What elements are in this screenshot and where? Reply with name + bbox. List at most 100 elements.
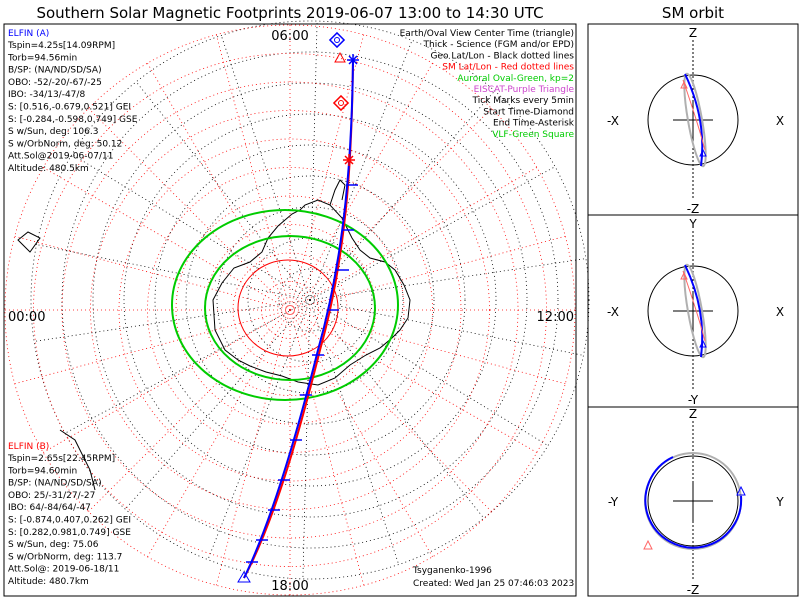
orbit-probe-b-segment xyxy=(682,270,706,342)
probe-b-info-line: S w/OrbNorm, deg: 113.7 xyxy=(8,552,122,562)
auroral-ovals xyxy=(171,209,399,401)
geo-lon-line xyxy=(309,39,413,301)
probe-a-end-asterisk xyxy=(347,54,359,66)
probe-a-start-diamond xyxy=(328,31,346,49)
probe-a-info-line: S w/OrbNorm, deg: 50.12 xyxy=(8,139,122,149)
main-plot-frame xyxy=(3,23,577,597)
legend: Earth/Oval View Center Time (triangle)Th… xyxy=(400,29,575,140)
geo-lat-circle xyxy=(30,20,590,580)
track-tick-marks xyxy=(246,184,358,563)
geo-lon-line xyxy=(309,299,585,357)
legend-item: End Time-Asterisk xyxy=(493,119,575,129)
legend-item: Thick - Science (FGM and/or EPD) xyxy=(423,40,574,50)
sm-lon-line xyxy=(42,167,291,311)
sm-lat-circle xyxy=(118,138,462,482)
axis-label-right: X xyxy=(776,305,784,319)
sm-lat-circle xyxy=(175,195,405,425)
legend-item: VLF-Green Square xyxy=(492,130,574,140)
legend-item: Start Time-Diamond xyxy=(483,107,574,117)
antarctica-outline xyxy=(17,179,411,491)
geo-lon-line xyxy=(207,299,311,561)
figure-title: Southern Solar Magnetic Footprints 2019-… xyxy=(36,4,543,22)
geo-lon-line xyxy=(70,153,311,301)
side-title: SM orbit xyxy=(662,4,724,22)
probe-a-info-line: Torb=94.56min xyxy=(7,53,77,63)
geo-lon-line xyxy=(309,89,496,301)
geo-lon-line xyxy=(309,20,318,301)
axis-label-top: Z xyxy=(689,26,697,40)
geo-lat-circle xyxy=(123,113,497,487)
sm-lat-circle xyxy=(147,167,433,453)
south-america-coast xyxy=(59,429,96,491)
sm-lon-line xyxy=(88,309,291,512)
sm-lon-line xyxy=(289,309,365,586)
probe-b-info: Tspin=2.65s[22.45RPM] Torb=94.60min B/SP: … xyxy=(7,454,131,587)
probe-a-info-line: S w/Sun, deg: 106.3 xyxy=(8,127,98,137)
legend-item: EISCAT-Purple Triangle xyxy=(474,85,575,95)
axis-label-left: -X xyxy=(607,114,619,128)
geo-lat-circle xyxy=(216,206,404,394)
geo-lon-line xyxy=(124,299,311,511)
probe-b-info-line: S: [-0.874,0.407,0.262] GEI xyxy=(8,516,131,526)
sm-orbit-panel-1: Z -Z -X X xyxy=(607,26,784,216)
probe-a-info-line: Tspin=4.25s[14.09RPM] xyxy=(7,41,115,51)
sm-lon-line xyxy=(289,62,433,311)
geo-lat-circle xyxy=(61,51,559,549)
sm-pole-circle xyxy=(237,259,339,357)
probe-a-info-line: Altitude: 480.5km xyxy=(8,164,89,174)
probe-b-name: ELFIN (B) xyxy=(8,442,49,452)
probe-a-info-line: S: [0.516,-0.679,0.521] GEI xyxy=(8,103,131,113)
sm-lon-line xyxy=(289,108,492,311)
sm-orbit-panel-2: Y -Y -X X xyxy=(607,217,784,407)
axis-label-top: Y xyxy=(688,217,697,231)
probe-b-info-line: S: [0.282,0.981,0.749] GSE xyxy=(8,528,131,538)
sm-orbit-panel-3: Z -Z -Y Y xyxy=(608,407,784,597)
probe-b-info-line: Tspin=2.65s[22.45RPM] xyxy=(7,454,115,464)
probe-a-info: Tspin=4.25s[14.09RPM] Torb=94.56min B/SP: … xyxy=(7,41,138,174)
geo-lon-line xyxy=(309,299,485,520)
geo-lon-line xyxy=(302,299,311,580)
sm-lon-line xyxy=(289,309,566,385)
model-label: Tsyganenko-1996 xyxy=(412,566,492,576)
footprint-tracks xyxy=(237,31,359,583)
probe-b-info-line: B/SP: (NA/ND/SD/SA) xyxy=(8,479,102,489)
geo-lon-line xyxy=(309,165,557,301)
sm-lon-line xyxy=(147,62,291,311)
probe-b-info-line: Altitude: 480.7km xyxy=(8,577,89,587)
probe-a-info-line: Att.Sol@2019-06-07/11 xyxy=(8,152,113,162)
orbit-probe-a xyxy=(684,73,704,167)
geo-lon-line xyxy=(33,299,311,342)
mlt-label-right: 12:00 xyxy=(537,310,574,325)
probe-b-triangle xyxy=(643,539,653,550)
axis-label-top: Z xyxy=(689,407,697,421)
geo-lat-circle xyxy=(92,82,528,518)
geo-lon-line xyxy=(220,34,311,301)
axis-label-bottom: -Z xyxy=(687,583,700,597)
sm-lon-line xyxy=(14,309,291,385)
legend-item: Tick Marks every 5min xyxy=(472,96,574,106)
mlt-label-bottom: 18:00 xyxy=(271,579,308,594)
orbit-probe-b xyxy=(683,263,707,359)
side-frame xyxy=(587,23,799,597)
probe-a-triangle xyxy=(736,485,746,496)
probe-a-triangle xyxy=(699,339,707,348)
probe-b-triangle xyxy=(680,271,688,280)
probe-a-name: ELFIN (A) xyxy=(8,29,49,39)
axis-label-left: -Y xyxy=(608,495,619,509)
geo-lat-circle xyxy=(247,237,373,363)
legend-item: Geo Lat/Lon - Black dotted lines xyxy=(430,51,574,61)
probe-a-info-line: IBO: -34/13/-47/8 xyxy=(8,90,85,100)
auroral-oval-inner xyxy=(204,235,376,381)
probe-a-info-line: OBO: -52/-20/-67/-25 xyxy=(8,78,102,88)
probe-a-info-line: B/SP: (NA/ND/SD/SA) xyxy=(8,66,102,76)
auroral-oval-outer xyxy=(171,209,399,401)
sm-lat-circle xyxy=(90,110,490,510)
orbit-probe-b xyxy=(683,72,707,168)
probe-b-info-line: S w/Sun, deg: 75.06 xyxy=(8,540,99,550)
axis-label-right: X xyxy=(776,114,784,128)
legend-item: Auroral Oval-Green, kp=2 xyxy=(457,74,574,84)
geo-lon-line xyxy=(135,80,311,301)
probe-a-info-line: S: [-0.284,-0.598,0.749] GSE xyxy=(8,115,138,125)
geo-lon-line xyxy=(309,299,550,447)
